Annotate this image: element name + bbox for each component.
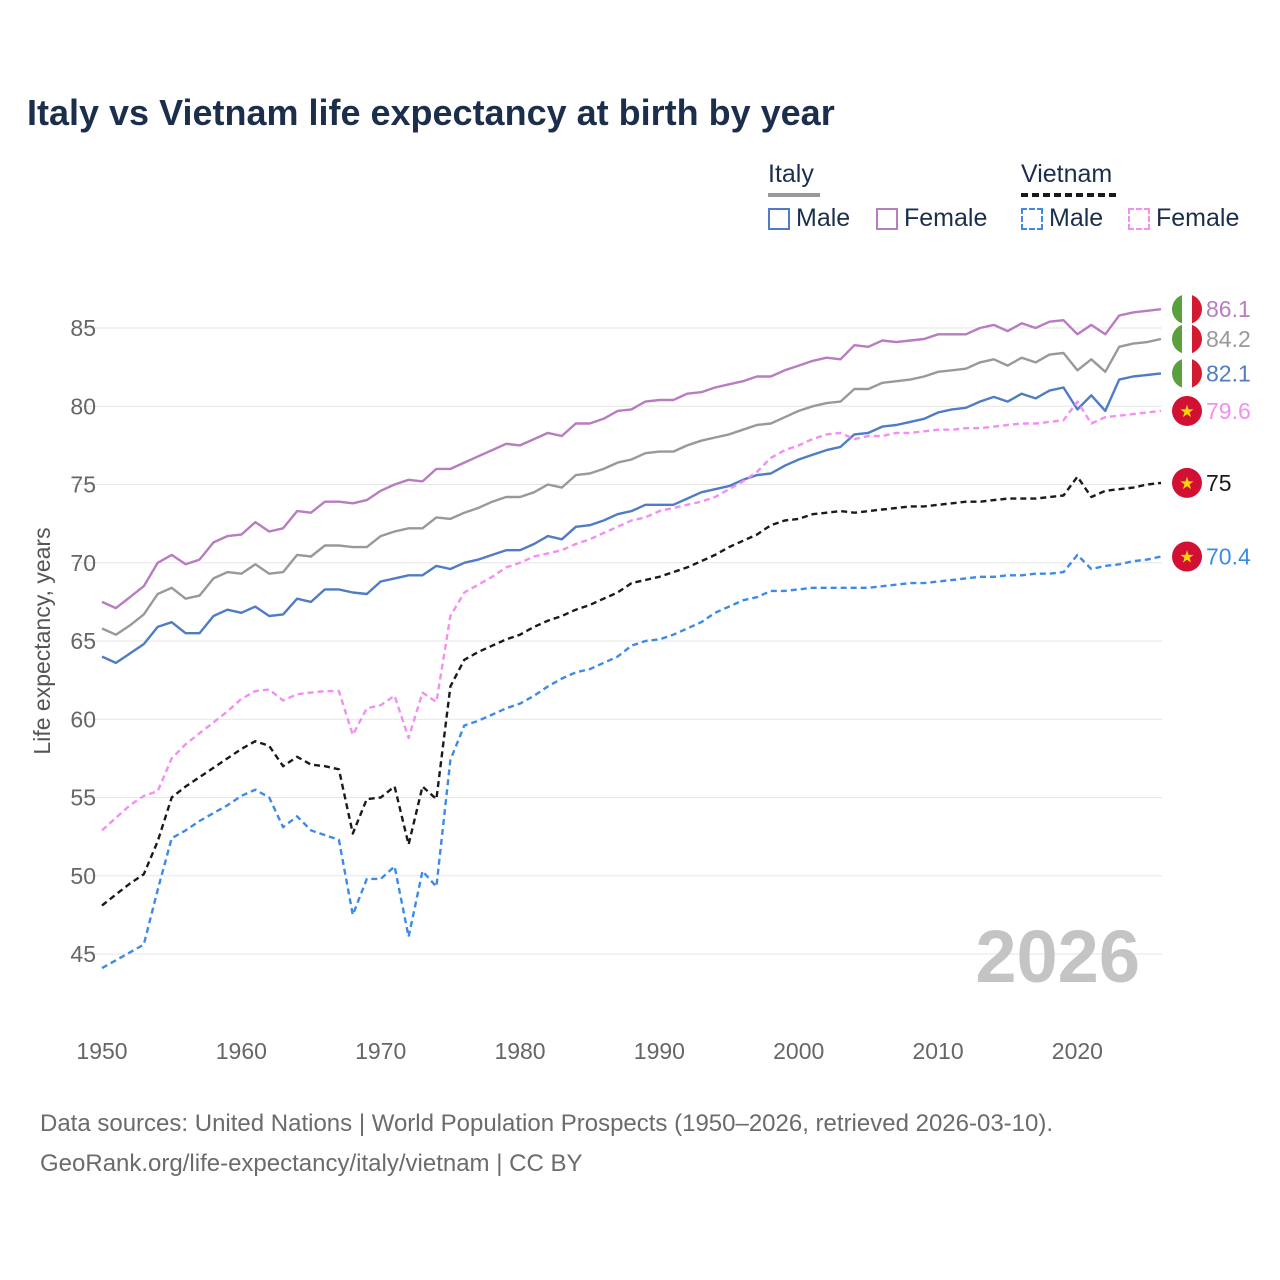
- end-value-label-italy-total: 84.2: [1206, 326, 1251, 352]
- italy-flag-icon: [1172, 294, 1202, 325]
- svg-text:★: ★: [1179, 547, 1194, 567]
- y-tick-label: 45: [70, 941, 96, 967]
- end-value-label-vietnam-female: 79.6: [1206, 398, 1251, 424]
- series-line-italy-male[interactable]: [101, 372, 1162, 665]
- y-tick-label: 70: [70, 550, 96, 576]
- y-tick-label: 80: [70, 393, 96, 419]
- y-axis-label: Life expectancy, years: [29, 527, 55, 754]
- chart-title: Italy vs Vietnam life expectancy at birt…: [27, 92, 835, 133]
- x-tick-label: 1980: [494, 1038, 545, 1064]
- svg-text:★: ★: [1179, 474, 1194, 494]
- series-line-italy-female[interactable]: [101, 308, 1162, 610]
- x-tick-label: 1990: [634, 1038, 685, 1064]
- x-tick-label: 1950: [76, 1038, 127, 1064]
- vietnam-flag-icon: ★: [1172, 467, 1202, 498]
- x-tick-label: 2000: [773, 1038, 824, 1064]
- x-tick-label: 2020: [1052, 1038, 1103, 1064]
- end-flags: 86.1 84.2 82.1 ★ 79.6 ★ 75 ★ 70.4: [1172, 294, 1251, 572]
- end-value-label-italy-female: 86.1: [1206, 296, 1251, 322]
- italy-flag-icon: [1172, 323, 1202, 354]
- y-tick-label: 50: [70, 863, 96, 889]
- end-value-label-vietnam-total: 75: [1206, 470, 1232, 496]
- y-tick-label: 65: [70, 628, 96, 654]
- svg-text:★: ★: [1179, 402, 1194, 422]
- series-line-vietnam-total[interactable]: [101, 475, 1162, 907]
- series-line-italy-total[interactable]: [101, 337, 1162, 636]
- end-value-label-vietnam-male: 70.4: [1206, 543, 1251, 569]
- series-line-vietnam-male[interactable]: [101, 553, 1162, 970]
- y-tick-label: 75: [70, 472, 96, 498]
- vietnam-flag-icon: ★: [1172, 541, 1202, 572]
- year-watermark: 2026: [975, 915, 1140, 998]
- source-note: Data sources: United Nations | World Pop…: [40, 1104, 1053, 1184]
- y-tick-label: 55: [70, 785, 96, 811]
- y-tick-label: 85: [70, 315, 96, 341]
- series-line-vietnam-female[interactable]: [101, 400, 1162, 832]
- grid-lines: 45 50 55 60 65 70 75 80 85 1950 1960 1970 1980 1990 20…: [70, 315, 1162, 1064]
- italy-flag-icon: [1172, 358, 1202, 389]
- chart-plot-area: 45 50 55 60 65 70 75 80 85 1950 1960 1970 1980 1990 20…: [29, 294, 1251, 1064]
- vietnam-flag-icon: ★: [1172, 395, 1202, 426]
- x-tick-label: 1960: [216, 1038, 267, 1064]
- x-tick-label: 2010: [912, 1038, 963, 1064]
- end-value-label-italy-male: 82.1: [1206, 360, 1251, 386]
- series-lines: [101, 308, 1162, 970]
- x-tick-label: 1970: [355, 1038, 406, 1064]
- source-line-2[interactable]: GeoRank.org/life-expectancy/italy/vietna…: [40, 1150, 583, 1177]
- y-tick-label: 60: [70, 706, 96, 732]
- source-line-1: Data sources: United Nations | World Pop…: [40, 1110, 1054, 1137]
